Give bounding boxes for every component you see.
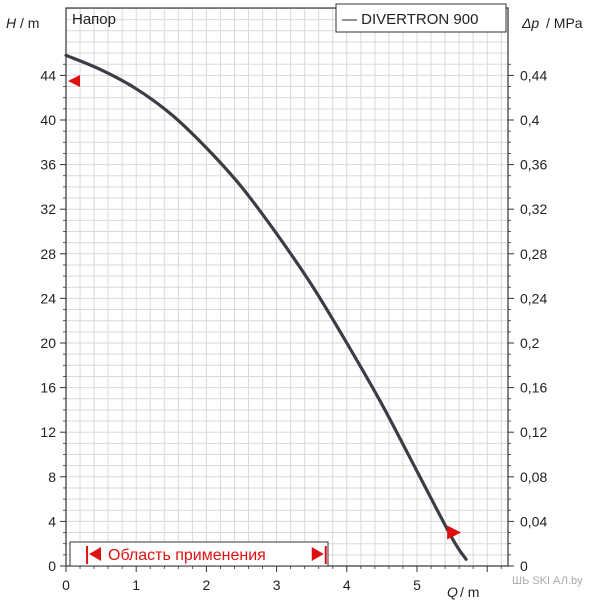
range-box-frame <box>69 541 329 567</box>
y-tick-label: 24 <box>40 290 56 306</box>
y-tick-label: 0 <box>48 558 56 574</box>
legend: — DIVERTRON 900 <box>335 3 507 33</box>
axis-ticks: 04812162024283236404400,040,080,120,160,… <box>40 63 547 593</box>
legend-box <box>335 3 507 33</box>
x-tick-label: 4 <box>343 577 351 593</box>
y2-tick-label: 0,4 <box>520 112 540 128</box>
x-tick-label: 5 <box>413 577 421 593</box>
series-line-divertron-900 <box>64 53 468 561</box>
y2-tick-label: 0,04 <box>520 513 547 529</box>
y2-tick-label: 0,44 <box>520 67 547 83</box>
y2-tick-label: 0,12 <box>520 424 547 440</box>
y2-tick-label: 0,24 <box>520 290 547 306</box>
x-axis-title: Q <box>447 584 458 600</box>
curve-layer <box>64 53 468 561</box>
chart-grid <box>65 8 508 567</box>
y2-tick-label: 0 <box>520 558 528 574</box>
y-tick-label: 20 <box>40 335 56 351</box>
y-tick-label: 28 <box>40 246 56 262</box>
y2-axis-unit: / MPa <box>546 15 583 31</box>
x-tick-label: 1 <box>132 577 140 593</box>
y2-axis-title: Δp <box>521 15 539 31</box>
range-box: Область применения <box>69 541 329 567</box>
x-tick-label: 3 <box>273 577 281 593</box>
x-tick-label: 2 <box>203 577 211 593</box>
max-head-marker <box>68 74 80 87</box>
y-tick-label: 44 <box>40 67 56 83</box>
y2-tick-label: 0,16 <box>520 380 547 396</box>
y-tick-label: 16 <box>40 380 56 396</box>
series-label: Напор <box>72 11 116 28</box>
y2-tick-label: 0,2 <box>520 335 540 351</box>
y2-tick-label: 0,28 <box>520 246 547 262</box>
y-axis-unit: / m <box>20 15 39 31</box>
x-axis-unit: / m <box>460 584 479 600</box>
range-right-arrow <box>311 547 324 561</box>
y2-tick-label: 0,32 <box>520 201 547 217</box>
y2-tick-label: 0,08 <box>520 469 547 485</box>
y-axis-title: H <box>6 15 17 31</box>
y-tick-label: 32 <box>40 201 56 217</box>
legend-entry: — DIVERTRON 900 <box>342 11 478 28</box>
x-tick-label: 0 <box>62 577 70 593</box>
y-tick-label: 40 <box>40 112 56 128</box>
y-tick-label: 12 <box>40 424 56 440</box>
range-left-arrow <box>89 547 102 561</box>
range-label: Область применения <box>108 547 266 564</box>
watermark: ШЬ SKI АЛ.by <box>512 575 583 587</box>
max-flow-marker <box>447 525 462 540</box>
y-tick-label: 8 <box>48 469 56 485</box>
marker-layer <box>68 74 462 540</box>
y-tick-label: 4 <box>48 513 56 529</box>
y2-tick-label: 0,36 <box>520 157 547 173</box>
y-tick-label: 36 <box>40 157 56 173</box>
